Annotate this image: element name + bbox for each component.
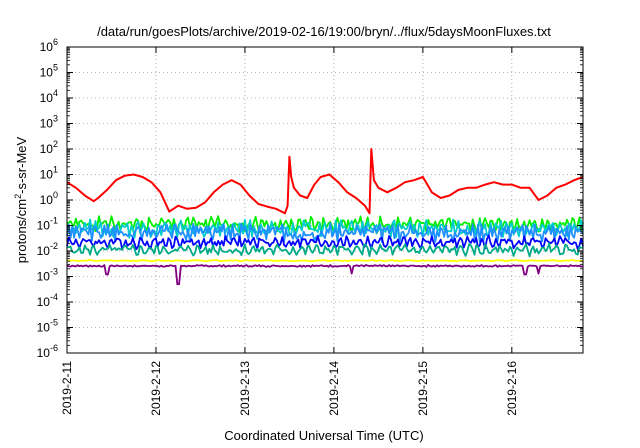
y-tick-label: 104: [40, 88, 58, 105]
x-tick-label: 2019-2-15: [416, 361, 430, 416]
series-line: [66, 264, 584, 286]
x-axis: 2019-2-11 2019-2-12 2019-2-13 2019-2-14 2019…: [60, 47, 519, 416]
y-tick-label: 10-6: [37, 343, 58, 360]
grid: [67, 47, 583, 353]
series-line: [66, 148, 584, 215]
series-line: [66, 242, 584, 258]
series-line: [66, 259, 584, 263]
x-axis-label: Coordinated Universal Time (UTC): [224, 428, 423, 443]
y-tick-label: 10-1: [37, 216, 58, 233]
x-tick-label: 2019-2-14: [327, 361, 341, 416]
y-tick-label: 102: [40, 139, 58, 156]
x-tick-label: 2019-2-11: [60, 361, 74, 415]
series-line: [66, 222, 584, 243]
x-tick-label: 2019-2-16: [505, 361, 519, 416]
y-tick-label: 106: [40, 37, 58, 54]
chart-title: /data/run/goesPlots/archive/2019-02-16/1…: [97, 24, 551, 39]
series-line: [66, 234, 584, 251]
x-tick-label: 2019-2-13: [238, 361, 252, 416]
y-tick-label: 103: [40, 114, 58, 131]
y-tick-label: 10-2: [37, 241, 58, 258]
y-tick-label: 100: [40, 190, 58, 207]
y-axis: 106 105 104 103 102 101 100 10-1 10-2 10-3 10-4 10-…: [37, 37, 583, 360]
y-tick-label: 105: [40, 63, 58, 80]
y-tick-label: 101: [40, 165, 58, 182]
plot-frame: [66, 46, 584, 354]
y-tick-label: 10-5: [37, 318, 58, 335]
series-line: [66, 218, 584, 239]
y-axis-label: protons/cm2-s-sr-MeV: [13, 136, 29, 263]
x-tick-label: 2019-2-12: [149, 361, 163, 416]
y-tick-label: 10-4: [37, 292, 58, 309]
y-tick-label: 10-3: [37, 267, 58, 284]
series-lines: [66, 148, 584, 286]
